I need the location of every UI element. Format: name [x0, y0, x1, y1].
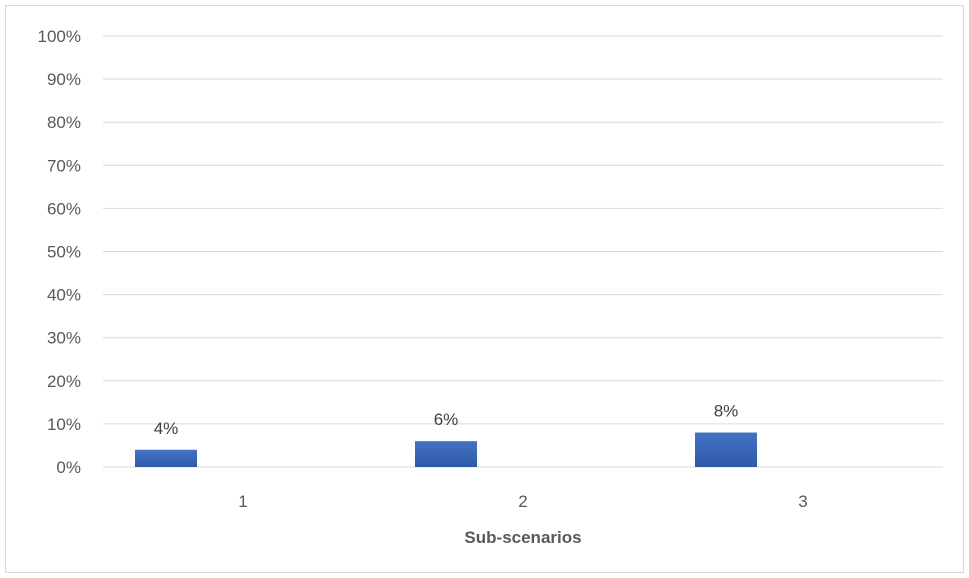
x-tick-label: 2 — [518, 492, 527, 511]
bar — [135, 449, 197, 467]
y-tick-label: 0% — [56, 458, 81, 477]
gridlines — [103, 35, 943, 468]
y-tick-label: 90% — [47, 70, 81, 89]
y-tick-label: 30% — [47, 329, 81, 348]
x-tick-label: 3 — [798, 492, 807, 511]
y-tick-label: 100% — [38, 27, 81, 46]
data-label: 4% — [154, 419, 179, 438]
bar — [695, 432, 757, 467]
bars — [135, 432, 757, 467]
x-tick-label: 1 — [238, 492, 247, 511]
y-axis-tick-labels: 0% 10% 20% 30% 40% 50% 60% 70% 80% 90% 100% — [38, 27, 81, 477]
y-tick-label: 80% — [47, 113, 81, 132]
x-axis-tick-labels: 1 2 3 — [238, 492, 807, 511]
x-axis-title: Sub-scenarios — [464, 528, 581, 547]
data-label: 6% — [434, 410, 459, 429]
data-label: 8% — [714, 402, 739, 421]
y-tick-label: 60% — [47, 199, 81, 218]
y-tick-label: 20% — [47, 372, 81, 391]
y-tick-label: 40% — [47, 286, 81, 305]
y-tick-label: 70% — [47, 156, 81, 175]
chart-frame — [5, 5, 964, 573]
y-tick-label: 10% — [47, 415, 81, 434]
data-labels: 4% 6% 8% — [154, 402, 739, 438]
y-tick-label: 50% — [47, 243, 81, 262]
bar — [415, 441, 477, 467]
